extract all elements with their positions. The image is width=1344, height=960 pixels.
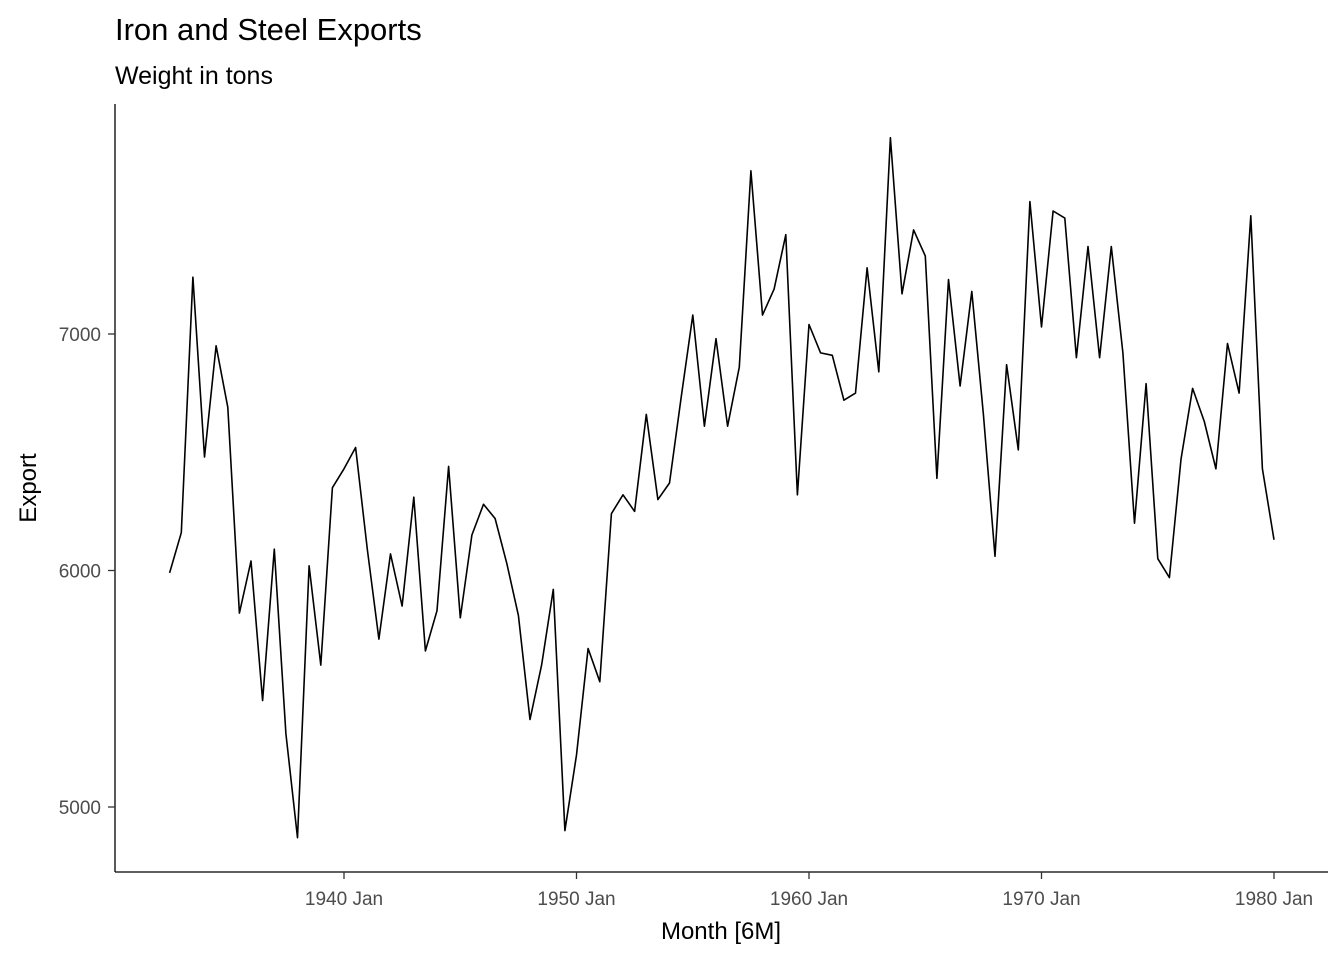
x-tick-label: 1940 Jan (305, 889, 383, 910)
x-tick-label: 1950 Jan (537, 889, 615, 910)
y-axis-ticks: 5000 6000 7000 (59, 325, 115, 819)
plot-area: 5000 6000 7000 1940 Jan 1950 Jan 1960 Jan 197… (59, 104, 1328, 910)
x-axis-title: Month [6M] (661, 918, 781, 945)
y-axis-title: Export (15, 453, 42, 523)
chart-title: Iron and Steel Exports (115, 12, 422, 47)
y-tick-label: 7000 (59, 325, 101, 346)
x-axis-ticks: 1940 Jan 1950 Jan 1960 Jan 1970 Jan 1980 Jan (305, 872, 1313, 910)
y-tick-label: 6000 (59, 562, 101, 583)
x-tick-label: 1960 Jan (770, 889, 848, 910)
x-tick-label: 1980 Jan (1235, 889, 1313, 910)
series-line (168, 136, 1275, 839)
chart-subtitle: Weight in tons (115, 62, 273, 90)
series-points (169, 137, 1275, 839)
x-tick-label: 1970 Jan (1002, 889, 1080, 910)
y-tick-label: 5000 (59, 798, 101, 819)
